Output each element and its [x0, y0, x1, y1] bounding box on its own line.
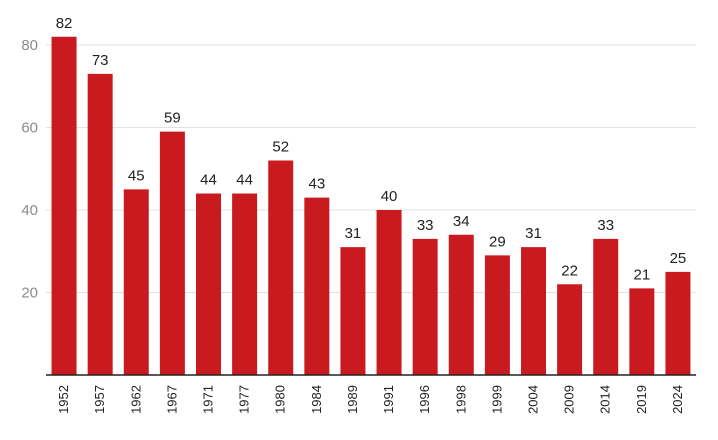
y-tick-label: 20: [21, 285, 38, 302]
x-tick-label-2014: 2014: [598, 385, 613, 414]
x-tick-label-2019: 2019: [634, 385, 649, 414]
x-tick-label-2004: 2004: [526, 385, 541, 414]
data-label-2009: 22: [561, 262, 578, 279]
data-label-1962: 45: [128, 167, 145, 184]
data-label-1989: 31: [345, 225, 362, 242]
data-label-2019: 21: [633, 266, 650, 283]
x-tick-label-2024: 2024: [670, 385, 685, 414]
bar-1999: [484, 255, 510, 375]
bar-2014: [593, 238, 619, 375]
bar-1998: [448, 234, 474, 375]
bar-2019: [629, 288, 655, 375]
x-tick-label-1977: 1977: [237, 385, 252, 414]
x-tick-label-1980: 1980: [273, 385, 288, 414]
y-tick-label: 80: [21, 37, 38, 54]
data-label-1999: 29: [489, 233, 506, 250]
data-label-1996: 33: [417, 217, 434, 234]
data-label-1991: 40: [381, 188, 398, 205]
bar-1967: [159, 131, 185, 375]
y-tick-label: 40: [21, 202, 38, 219]
bar-1952: [51, 36, 77, 375]
x-axis-ticks: 1952 1957 1962 1967 1971 1977 1980 1984 1989 1991…: [56, 385, 685, 414]
bar-2024: [665, 271, 691, 375]
data-label-1977: 44: [236, 172, 253, 189]
x-tick-label-2009: 2009: [562, 385, 577, 414]
data-label-2004: 31: [525, 225, 542, 242]
bar-2004: [521, 247, 546, 375]
data-label-1957: 73: [92, 52, 109, 69]
gridlines: [46, 44, 696, 293]
bar-2009: [557, 284, 583, 375]
y-tick-label: 60: [21, 120, 38, 137]
x-tick-label-1991: 1991: [381, 385, 396, 414]
x-tick-label-1996: 1996: [417, 385, 432, 414]
data-label-1998: 34: [453, 213, 470, 230]
data-label-1971: 44: [200, 172, 217, 189]
data-label-1980: 52: [272, 139, 289, 156]
x-tick-label-1962: 1962: [128, 385, 143, 414]
bar-1984: [304, 197, 330, 375]
x-tick-label-1957: 1957: [92, 385, 107, 414]
bar-1996: [412, 238, 438, 375]
bar-1991: [376, 210, 402, 375]
data-label-2014: 33: [597, 217, 614, 234]
bar-1971: [196, 193, 221, 375]
data-label-2024: 25: [670, 250, 687, 267]
data-label-1967: 59: [164, 110, 181, 127]
x-tick-label-1999: 1999: [489, 385, 504, 414]
bar-1989: [340, 247, 366, 375]
bar-1977: [232, 193, 258, 375]
x-tick-label-1989: 1989: [345, 385, 360, 414]
data-label-1952: 82: [56, 15, 73, 32]
y-axis-ticks: 20 40 60 80: [21, 37, 38, 302]
x-tick-label-1998: 1998: [453, 385, 468, 414]
x-tick-label-1952: 1952: [56, 385, 71, 414]
bar-1980: [268, 160, 294, 375]
bars: [51, 36, 691, 375]
x-tick-label-1971: 1971: [201, 385, 216, 414]
x-tick-label-1984: 1984: [309, 385, 324, 414]
bar-1962: [123, 189, 149, 375]
bar-1957: [87, 73, 113, 375]
x-tick-label-1967: 1967: [164, 385, 179, 414]
data-labels: 82 73 45 59 44 44 52 43 31 40 33 34 29 31 22 33 21 25: [56, 15, 687, 284]
data-label-1984: 43: [308, 176, 325, 193]
